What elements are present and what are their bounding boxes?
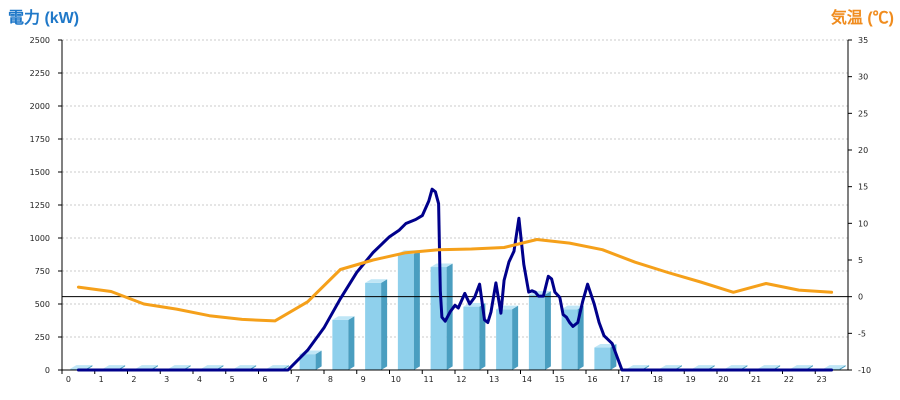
x-tick-label: 9 (361, 375, 366, 384)
right-tick-label: 20 (858, 146, 868, 155)
x-tick-label: 8 (328, 375, 333, 384)
bar (430, 263, 453, 370)
bar-side (512, 305, 519, 370)
bar-side (839, 365, 846, 370)
left-tick-label: 1500 (30, 168, 50, 177)
bar-top (201, 365, 224, 369)
bar-face (463, 306, 480, 370)
bar-face (561, 309, 578, 370)
bar-face (332, 319, 349, 370)
x-tick-label: 13 (489, 375, 499, 384)
right-axis-title: 気温 (℃) (831, 8, 894, 27)
bar-top (103, 365, 126, 369)
bar-face (365, 282, 382, 370)
bar-top (168, 365, 191, 369)
right-tick-label: 10 (858, 219, 868, 228)
bar-side (381, 279, 388, 370)
bar-face (496, 309, 513, 370)
tick-labels: 02505007501000125015001750200022502500-1… (30, 36, 871, 384)
right-tick-label: 15 (858, 183, 868, 192)
bar (397, 250, 420, 370)
x-tick-label: 4 (197, 375, 202, 384)
bar-top (70, 365, 93, 369)
bar-top (365, 279, 388, 283)
x-tick-label: 10 (391, 375, 401, 384)
x-tick-label: 18 (653, 375, 663, 384)
x-tick-label: 3 (164, 375, 169, 384)
left-tick-label: 2000 (30, 102, 50, 111)
x-tick-label: 20 (718, 375, 728, 384)
x-tick-label: 6 (262, 375, 267, 384)
bar-side (413, 250, 420, 370)
left-tick-label: 1000 (30, 234, 50, 243)
right-tick-label: -10 (858, 366, 871, 375)
right-tick-label: 35 (858, 36, 868, 45)
x-tick-label: 15 (555, 375, 565, 384)
x-tick-label: 22 (784, 375, 794, 384)
bar (332, 316, 355, 370)
bar-face (528, 294, 545, 370)
bar (365, 279, 388, 370)
left-tick-label: 1250 (30, 201, 50, 210)
bar-top (758, 365, 781, 369)
x-tick-label: 7 (295, 375, 300, 384)
left-tick-label: 0 (45, 366, 50, 375)
bar-face (594, 347, 611, 370)
bar-top (725, 365, 748, 369)
bar-face (397, 253, 414, 370)
x-tick-label: 16 (587, 375, 597, 384)
bar-top (430, 263, 453, 268)
x-tick-label: 17 (620, 375, 630, 384)
data-lines (76, 187, 834, 372)
axes (58, 39, 852, 374)
left-tick-label: 2500 (30, 36, 50, 45)
x-tick-label: 2 (131, 375, 136, 384)
x-tick-label: 21 (751, 375, 761, 384)
x-tick-label: 5 (230, 375, 235, 384)
bar-side (348, 316, 355, 370)
bar-top (790, 365, 813, 369)
bar-side (544, 291, 551, 370)
right-tick-label: -5 (858, 329, 866, 338)
x-tick-label: 14 (522, 375, 532, 384)
bar-top (627, 365, 650, 369)
bar-top (234, 365, 257, 369)
x-tick-label: 23 (817, 375, 827, 384)
bar-top (332, 316, 355, 320)
bar (496, 305, 519, 370)
bar-top (561, 305, 584, 310)
temperature-line (76, 238, 834, 323)
bar-top (659, 365, 682, 369)
x-tick-label: 19 (686, 375, 696, 384)
x-tick-label: 0 (66, 375, 71, 384)
bar-top (692, 365, 715, 369)
bar-top (823, 365, 846, 369)
left-tick-label: 2250 (30, 69, 50, 78)
x-tick-label: 11 (424, 375, 434, 384)
left-tick-label: 500 (35, 300, 50, 309)
power-line (76, 187, 834, 372)
x-tick-label: 12 (456, 375, 466, 384)
left-tick-label: 250 (35, 333, 50, 342)
left-axis-title: 電力 (kW) (8, 8, 79, 27)
bar-face (299, 354, 316, 370)
bar (528, 291, 551, 370)
left-tick-label: 1750 (30, 135, 50, 144)
right-tick-label: 30 (858, 73, 868, 82)
bar-top (266, 365, 289, 369)
bar-side (315, 350, 322, 370)
right-tick-label: 25 (858, 109, 868, 118)
x-tick-label: 1 (99, 375, 104, 384)
bar-face (430, 267, 447, 370)
bar-top (594, 343, 617, 348)
right-tick-label: 5 (858, 256, 863, 265)
right-tick-label: 0 (858, 293, 863, 302)
bar-top (135, 365, 158, 369)
left-tick-label: 750 (35, 267, 50, 276)
bar-side (446, 263, 453, 370)
